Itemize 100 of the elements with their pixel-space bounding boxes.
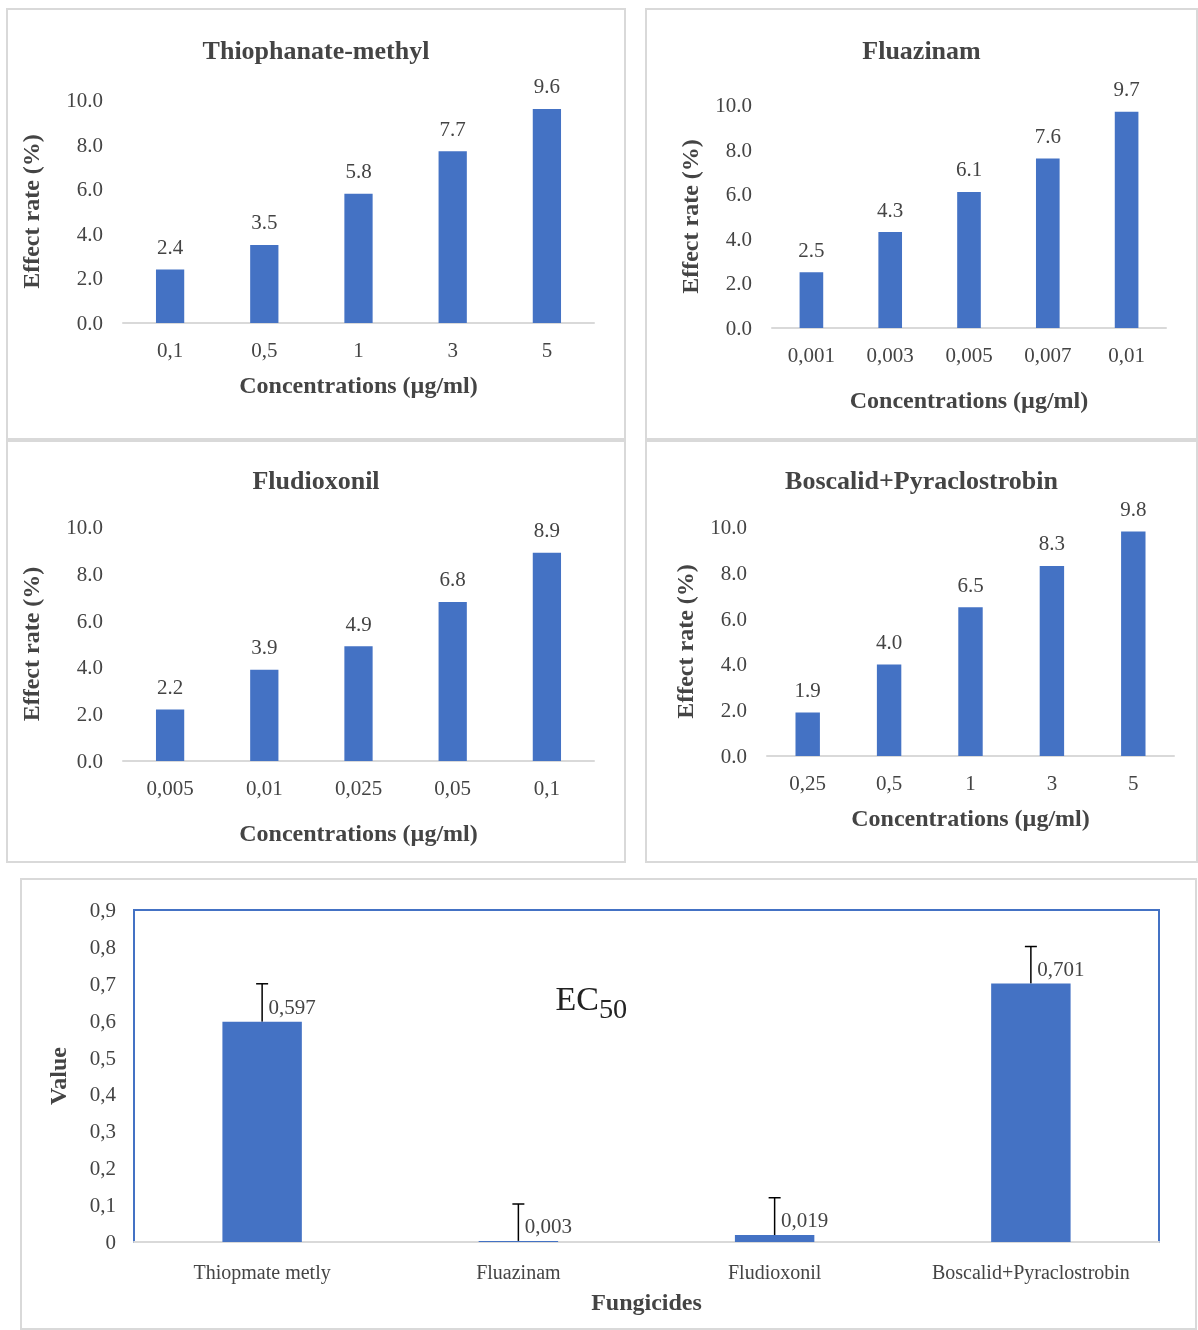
y-tick-label: 4.0 [76, 655, 103, 680]
chart-title: Fluazinam [862, 35, 982, 65]
chart-title: Thiophanate-methyl [202, 35, 430, 65]
y-axis-title: Effect rate (%) [672, 564, 698, 719]
x-tick-label: 0,007 [1024, 342, 1072, 367]
x-tick-label: 0,025 [334, 775, 383, 800]
x-tick-label: 3 [447, 337, 458, 362]
bar [734, 1234, 815, 1242]
y-tick-label: 6.0 [720, 606, 747, 631]
x-tick-label: 0,25 [789, 770, 827, 795]
y-tick-label: 4.0 [725, 226, 752, 251]
bar [344, 646, 373, 761]
y-tick-label: 2.0 [725, 271, 752, 296]
y-tick-label: 0,6 [89, 1008, 116, 1033]
y-tick-label: 8.0 [76, 561, 103, 586]
x-tick-label: 0,1 [533, 775, 561, 800]
y-tick-label: 6.0 [76, 608, 103, 633]
y-tick-label: 2.0 [76, 702, 103, 727]
data-label: 6.5 [957, 572, 984, 597]
data-label: 9.7 [1113, 77, 1140, 102]
data-label: 8.3 [1038, 531, 1066, 556]
x-tick-label: 5 [1128, 770, 1139, 795]
bar [1039, 565, 1065, 756]
data-label: 2.2 [156, 675, 184, 700]
y-tick-label: 8.0 [725, 137, 752, 162]
data-label: 9.6 [533, 74, 561, 99]
bar [222, 1021, 302, 1242]
bar [344, 193, 373, 323]
x-tick-label: 0,01 [245, 775, 283, 800]
y-tick-label: 0.0 [720, 744, 747, 768]
bar [876, 664, 902, 756]
y-axis-title: Effect rate (%) [18, 134, 44, 289]
y-tick-label: 4.0 [720, 652, 747, 677]
data-label: 7.7 [439, 116, 466, 141]
x-tick-label: 0,1 [156, 337, 184, 362]
y-tick-label: 2.0 [76, 266, 103, 291]
y-tick-label: 0,3 [89, 1119, 116, 1144]
y-tick-label: 6.0 [76, 177, 103, 202]
y-tick-label: 0,8 [89, 934, 116, 959]
bar [991, 983, 1071, 1242]
data-label: 9.8 [1120, 497, 1147, 522]
x-tick-label: Boscalid+Pyraclostrobin [931, 1261, 1130, 1284]
x-tick-label: 0,5 [875, 770, 903, 795]
data-label: 4.9 [345, 611, 372, 636]
data-label: 4.0 [875, 629, 903, 654]
y-tick-label: 8.0 [720, 560, 747, 585]
y-tick-label: 0.0 [76, 311, 103, 335]
bar [958, 607, 983, 756]
y-tick-label: 10.0 [715, 93, 752, 117]
data-label: 2.5 [798, 237, 825, 262]
x-tick-label: 0,005 [945, 342, 993, 367]
data-label: 5.8 [345, 159, 372, 184]
bar [438, 601, 467, 761]
y-tick-label: 0,9 [89, 898, 116, 922]
x-tick-label: Fludioxonil [727, 1261, 822, 1283]
data-label: 6.8 [439, 567, 466, 592]
y-tick-label: 0,1 [89, 1193, 116, 1218]
chart-title: Boscalid+Pyraclostrobin [785, 465, 1059, 495]
y-axis-title: Effect rate (%) [677, 139, 703, 294]
bar [532, 108, 562, 323]
x-tick-label: 0,5 [251, 337, 278, 362]
data-label: 7.6 [1034, 124, 1061, 149]
y-tick-label: 0,2 [89, 1156, 116, 1181]
x-tick-label: Thiopmate metly [193, 1261, 331, 1284]
data-label: 1.9 [794, 677, 821, 702]
data-label: 0,019 [781, 1208, 829, 1233]
y-axis-title: Effect rate (%) [18, 566, 44, 722]
y-tick-label: 2.0 [720, 698, 747, 723]
bar [532, 552, 562, 761]
bar [155, 269, 185, 323]
x-axis-title: Concentrations (µg/ml) [849, 387, 1089, 413]
y-tick-label: 0,5 [89, 1045, 116, 1070]
bar [1114, 111, 1139, 328]
chart-title: Fludioxonil [252, 465, 380, 495]
data-label: 4.3 [877, 197, 904, 222]
bar [155, 709, 185, 761]
x-tick-label: Fluazinam [476, 1261, 562, 1283]
x-axis-title: Concentrations (µg/ml) [851, 805, 1090, 831]
y-tick-label: 4.0 [76, 221, 103, 246]
data-label: 0,701 [1037, 956, 1085, 981]
bar [795, 712, 820, 756]
data-label: 2.4 [156, 234, 184, 259]
y-axis-title: Value [45, 1046, 71, 1105]
y-tick-label: 6.0 [725, 182, 752, 207]
data-label: 8.9 [533, 518, 561, 543]
x-tick-label: 0,05 [434, 775, 472, 800]
data-label: 6.1 [955, 157, 983, 182]
bar [1121, 531, 1146, 756]
x-tick-label: 0,003 [866, 342, 914, 367]
x-tick-label: 0,001 [787, 342, 836, 367]
x-axis-title: Concentrations (µg/ml) [239, 820, 478, 846]
x-tick-label: 1 [353, 337, 364, 362]
bar [250, 244, 279, 323]
y-tick-label: 10.0 [66, 515, 103, 539]
data-label: 3.5 [251, 210, 278, 235]
bar [1035, 158, 1060, 328]
data-label: 0,003 [524, 1214, 572, 1239]
x-tick-label: 0,005 [146, 775, 194, 800]
y-tick-label: 10.0 [66, 88, 103, 112]
x-tick-label: 1 [965, 770, 976, 795]
